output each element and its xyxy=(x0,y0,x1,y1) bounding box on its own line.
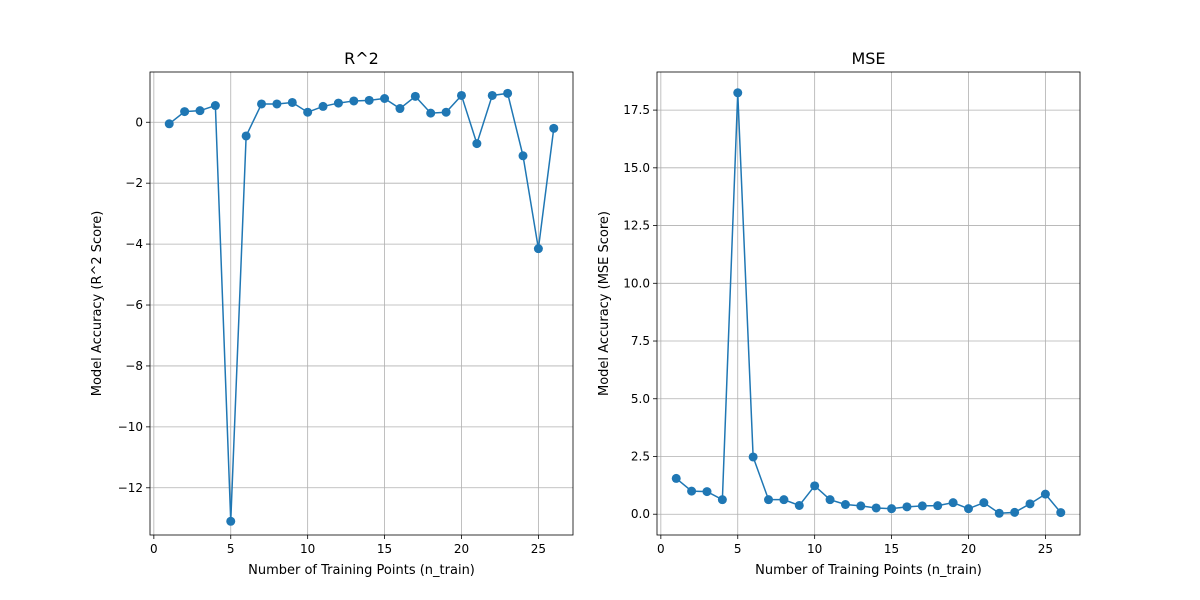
mse-data-point xyxy=(887,504,897,514)
r2-y-tick-label: −8 xyxy=(125,359,143,373)
mse-y-tick-label: 7.5 xyxy=(631,334,650,348)
mse-data-point xyxy=(1040,489,1050,499)
r2-data-point xyxy=(272,99,282,109)
mse-y-tick-label: 17.5 xyxy=(623,103,650,117)
mse-chart-title: MSE xyxy=(851,49,885,68)
r2-data-point xyxy=(395,104,405,114)
r2-y-axis-label: Model Accuracy (R^2 Score) xyxy=(90,211,105,397)
r2-y-tick-label: −6 xyxy=(125,298,143,312)
mse-grid xyxy=(657,72,1080,535)
r2-panel: 0 5 10 15 20 25 0 −2 −4 −6 −8 −10 −12 R^2 Number of … xyxy=(90,49,574,578)
r2-x-tick-label: 5 xyxy=(227,542,235,556)
mse-data-point xyxy=(856,501,866,511)
r2-data-point xyxy=(441,107,451,117)
r2-y-tick-label: −10 xyxy=(118,420,143,434)
r2-data-point xyxy=(257,99,267,109)
mse-x-tick-label: 5 xyxy=(734,542,742,556)
mse-data-point xyxy=(825,495,835,505)
r2-data-point xyxy=(164,119,174,129)
mse-x-tick-label: 0 xyxy=(657,542,665,556)
mse-data-point xyxy=(687,486,697,496)
r2-data-point xyxy=(426,108,436,118)
r2-y-tick-label: −2 xyxy=(125,176,143,190)
r2-data-point xyxy=(349,96,359,106)
r2-y-tick-label: −4 xyxy=(125,237,143,251)
r2-x-tick-label: 0 xyxy=(150,542,158,556)
mse-y-tick-label: 2.5 xyxy=(631,449,650,463)
r2-x-tick-label: 20 xyxy=(454,542,469,556)
mse-data-point xyxy=(948,498,958,508)
r2-data-point xyxy=(518,151,528,161)
r2-data-point xyxy=(226,516,236,526)
r2-data-point xyxy=(487,90,497,100)
mse-data-point xyxy=(979,498,989,508)
r2-data-point xyxy=(503,88,513,98)
r2-y-tick-label: −12 xyxy=(118,481,143,495)
r2-chart-title: R^2 xyxy=(344,49,379,68)
r2-data-point xyxy=(303,107,313,117)
mse-x-tick-label: 25 xyxy=(1038,542,1053,556)
mse-data-point xyxy=(717,495,727,505)
mse-series xyxy=(671,88,1066,518)
mse-data-point xyxy=(794,500,804,510)
mse-data-point xyxy=(933,501,943,511)
mse-data-point xyxy=(917,501,927,511)
mse-data-point xyxy=(902,502,912,512)
r2-series-line xyxy=(168,92,555,522)
mse-axes-frame xyxy=(656,71,1081,536)
r2-axes-frame xyxy=(149,71,574,536)
r2-data-point xyxy=(333,98,343,108)
mse-data-point xyxy=(764,495,774,505)
r2-x-axis-label: Number of Training Points (n_train) xyxy=(248,563,475,578)
mse-data-point xyxy=(810,481,820,491)
r2-data-point xyxy=(287,97,297,107)
mse-y-tick-label: 0.0 xyxy=(631,507,650,521)
r2-data-point xyxy=(210,101,220,111)
mse-data-point xyxy=(779,495,789,505)
mse-x-axis-label: Number of Training Points (n_train) xyxy=(755,563,982,578)
r2-series xyxy=(164,88,559,526)
r2-data-point xyxy=(318,101,328,111)
mse-data-point xyxy=(871,503,881,513)
r2-data-point xyxy=(364,95,374,105)
r2-y-tick-label: 0 xyxy=(135,115,143,129)
mse-y-axis-label: Model Accuracy (MSE Score) xyxy=(597,211,612,396)
mse-panel: 0 5 10 15 20 25 0.0 2.5 5.0 7.5 10.0 12.5 15.0 17.5 M… xyxy=(597,49,1081,578)
mse-y-tick-label: 10.0 xyxy=(623,276,650,290)
r2-x-tick-label: 15 xyxy=(377,542,392,556)
mse-data-point xyxy=(748,452,758,462)
mse-y-tick-label: 5.0 xyxy=(631,392,650,406)
mse-data-point xyxy=(1010,507,1020,517)
mse-y-tick-label: 15.0 xyxy=(623,161,650,175)
mse-x-tick-label: 15 xyxy=(884,542,899,556)
r2-data-point xyxy=(472,139,482,149)
mse-ticks: 0 5 10 15 20 25 0.0 2.5 5.0 7.5 10.0 12.5 15.0 17.5 xyxy=(623,103,1053,556)
mse-y-tick-label: 12.5 xyxy=(623,219,650,233)
r2-data-point xyxy=(410,91,420,101)
r2-data-point xyxy=(533,244,543,254)
r2-ticks: 0 5 10 15 20 25 0 −2 −4 −6 −8 −10 −12 xyxy=(118,115,546,556)
r2-data-point xyxy=(549,123,559,133)
mse-x-tick-label: 10 xyxy=(807,542,822,556)
mse-data-point xyxy=(840,500,850,510)
mse-data-point xyxy=(702,487,712,497)
r2-data-point xyxy=(456,90,466,100)
r2-data-point xyxy=(180,107,190,117)
r2-data-point xyxy=(195,106,205,116)
mse-data-point xyxy=(1056,508,1066,518)
r2-data-point xyxy=(241,131,251,141)
mse-data-point xyxy=(671,473,681,483)
r2-x-tick-label: 10 xyxy=(300,542,315,556)
r2-data-point xyxy=(380,94,390,104)
mse-data-point xyxy=(733,88,743,98)
mse-data-point xyxy=(1025,499,1035,509)
mse-x-tick-label: 20 xyxy=(961,542,976,556)
mse-data-point xyxy=(994,508,1004,518)
mse-data-point xyxy=(963,504,973,514)
r2-x-tick-label: 25 xyxy=(531,542,546,556)
